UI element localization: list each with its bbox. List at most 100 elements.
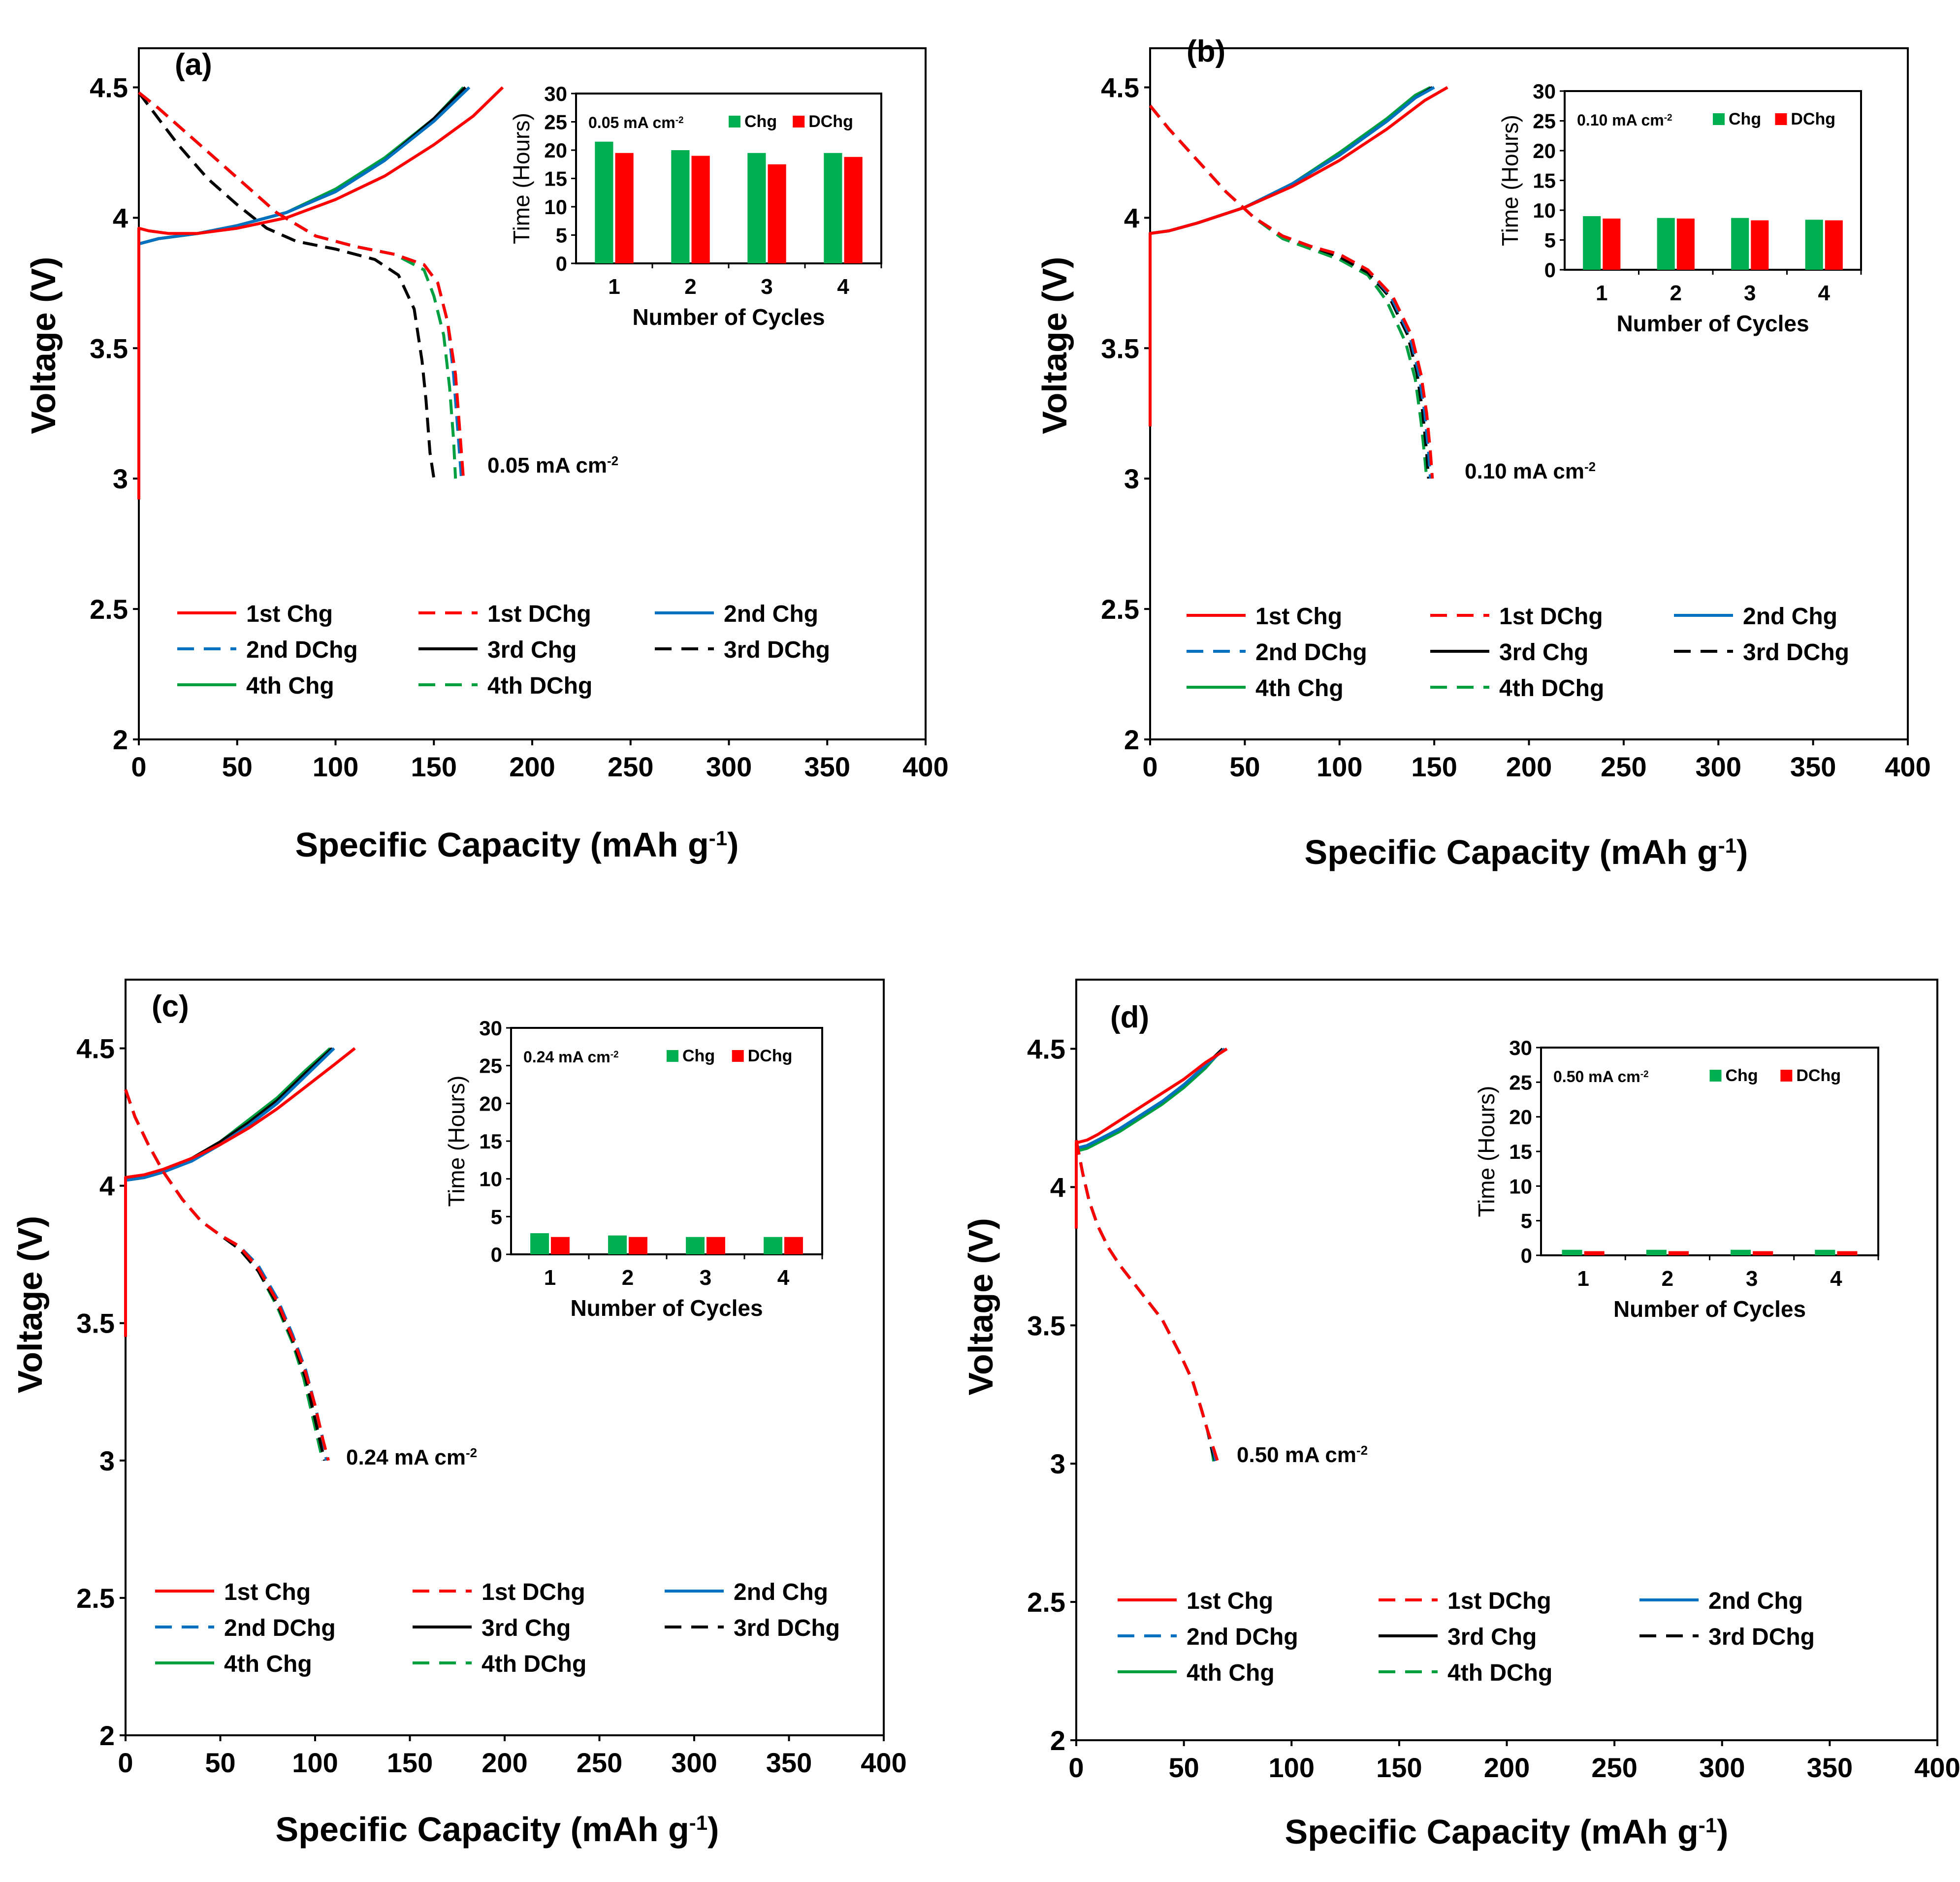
inset-bar-dchg-cycle-3 <box>1751 220 1769 270</box>
current-density-annotation-sup: -2 <box>1584 459 1596 474</box>
x-tick-label: 250 <box>1601 751 1646 782</box>
inset-bar-chg-cycle-4 <box>824 153 842 263</box>
inset-x-axis-title: Number of Cycles <box>1613 1296 1806 1322</box>
current-density-annotation: 0.24 mA cm-2 <box>346 1445 477 1469</box>
inset-legend-label-chg: Chg <box>1729 110 1761 128</box>
x-tick-label: 100 <box>313 751 358 782</box>
series-line-2 <box>1149 104 1434 479</box>
series-line-8 <box>1075 1140 1216 1464</box>
inset-bar-dchg-cycle-2 <box>1676 218 1695 270</box>
inset-x-tick-label: 4 <box>1830 1267 1842 1291</box>
inset-y-tick-label: 15 <box>1509 1140 1532 1163</box>
y-axis-title: Voltage (V) <box>11 1216 49 1393</box>
series-line-2 <box>1075 1140 1220 1465</box>
inset-y-axis-title: Time (Hours) <box>1474 1086 1499 1217</box>
inset-legend-label-dchg: DChg <box>1791 110 1835 128</box>
x-tick-label: 150 <box>387 1747 433 1778</box>
inset-x-tick-label: 1 <box>1577 1267 1589 1291</box>
y-tick-label: 2.5 <box>1027 1587 1065 1618</box>
x-tick-label: 300 <box>671 1747 717 1778</box>
legend-label: 3rd Chg <box>487 637 577 663</box>
x-axis-title-sup: -1 <box>1718 834 1736 857</box>
x-axis-title-sup: -1 <box>709 827 727 850</box>
x-tick-label: 0 <box>1142 751 1157 782</box>
chart-panel-4: 22.533.544.50 50 100 150 200 250 300 350 400Spec… <box>962 979 1960 1851</box>
x-tick-label: 200 <box>1484 1752 1530 1783</box>
panel-label: (c) <box>152 989 189 1023</box>
series-line-5 <box>137 86 467 479</box>
inset-legend-label-chg: Chg <box>744 112 777 131</box>
panel-label: (b) <box>1187 34 1225 68</box>
legend-label: 1st DChg <box>1447 1588 1551 1614</box>
x-tick-label: 400 <box>1914 1752 1960 1783</box>
inset-bar-chg-cycle-1 <box>1562 1249 1582 1255</box>
inset-legend-title-sup: -2 <box>1640 1069 1649 1080</box>
inset-frame <box>1540 1047 1879 1256</box>
inset-x-tick-label: 1 <box>544 1266 556 1290</box>
x-axis-title-close: ) <box>1717 1813 1728 1851</box>
inset-legend-label-dchg: DChg <box>1796 1066 1841 1085</box>
chart-panel-1: 22.533.544.50 50 100 150 200 250 300 350 400Spec… <box>24 47 949 864</box>
series-line-4 <box>1075 1140 1218 1464</box>
inset-x-tick-label: 2 <box>1662 1267 1673 1291</box>
inset-bar-chart: 0 5 10 15 20 25 30 1 2 3 4 Number of Cycles Time (Ho… <box>1497 80 1862 336</box>
y-tick-label: 2 <box>1124 724 1139 755</box>
series-line-7 <box>1075 1048 1224 1229</box>
x-axis-title: Specific Capacity (mAh g-1) <box>1305 833 1748 871</box>
inset-bar-chg-cycle-3 <box>1731 218 1749 270</box>
legend-label: 3rd Chg <box>482 1615 571 1641</box>
current-density-annotation: 0.50 mA cm-2 <box>1237 1443 1368 1467</box>
inset-bar-chg-cycle-3 <box>686 1237 705 1254</box>
series-line-3 <box>1149 86 1435 427</box>
current-density-annotation-base: 0.05 mA cm <box>487 453 607 478</box>
legend-label: 3rd DChg <box>734 1615 840 1641</box>
series-line-5 <box>1149 86 1433 427</box>
x-axis-title-close: ) <box>707 1810 719 1849</box>
inset-y-axis-title: Time (Hours) <box>444 1076 469 1207</box>
inset-x-tick-label: 3 <box>1744 281 1756 305</box>
x-tick-label: 250 <box>577 1747 622 1778</box>
x-tick-label: 350 <box>766 1747 812 1778</box>
inset-bar-dchg-cycle-1 <box>1584 1251 1605 1255</box>
y-tick-label: 2 <box>113 724 128 755</box>
inset-y-tick-label: 10 <box>479 1168 502 1191</box>
inset-y-tick-label: 5 <box>1521 1210 1532 1233</box>
x-tick-label: 100 <box>292 1747 338 1778</box>
inset-legend-title: 0.05 mA cm-2 <box>588 114 684 131</box>
x-tick-label: 0 <box>118 1747 133 1778</box>
series-line-3 <box>124 1047 335 1337</box>
inset-bar-chg-cycle-4 <box>1815 1249 1835 1255</box>
inset-x-axis-title: Number of Cycles <box>632 304 825 330</box>
inset-y-tick-label: 25 <box>1509 1071 1532 1094</box>
legend-label: 4th DChg <box>1447 1660 1552 1686</box>
legend-label: 2nd Chg <box>1743 604 1837 630</box>
series-line-6 <box>124 1089 326 1461</box>
x-tick-label: 250 <box>608 751 653 782</box>
x-axis-title: Specific Capacity (mAh g-1) <box>276 1810 719 1849</box>
y-tick-label: 4 <box>1124 202 1139 233</box>
y-tick-label: 2 <box>99 1720 115 1751</box>
inset-legend-swatch-chg <box>667 1050 678 1062</box>
series-line-1 <box>124 1047 356 1337</box>
series-line-8 <box>124 1089 324 1461</box>
legend-label: 2nd Chg <box>734 1579 828 1605</box>
legend-label: 4th Chg <box>1255 675 1344 702</box>
legend-label: 1st Chg <box>246 601 333 627</box>
inset-legend-title: 0.10 mA cm-2 <box>1577 111 1672 129</box>
series-line-2 <box>124 1089 330 1461</box>
inset-bar-chg-cycle-2 <box>671 150 690 263</box>
inset-x-tick-label: 3 <box>700 1266 711 1290</box>
x-axis-title-close: ) <box>1736 833 1748 871</box>
y-tick-label: 3.5 <box>1027 1310 1065 1341</box>
inset-y-tick-label: 25 <box>479 1054 502 1078</box>
x-tick-label: 50 <box>1229 751 1260 782</box>
inset-bar-chg-cycle-4 <box>764 1237 782 1254</box>
legend: 1st Chg 1st DChg 2nd Chg 2nd DChg 3rd Chg 3rd… <box>177 601 830 699</box>
inset-x-tick-label: 2 <box>1670 281 1682 305</box>
inset-bar-dchg-cycle-2 <box>691 156 710 263</box>
inset-legend-label-dchg: DChg <box>808 112 853 131</box>
current-density-annotation-sup: -2 <box>607 453 618 468</box>
x-axis-title-sup: -1 <box>1699 1814 1717 1837</box>
legend-label: 4th DChg <box>487 673 592 699</box>
legend-label: 1st DChg <box>1499 604 1603 630</box>
